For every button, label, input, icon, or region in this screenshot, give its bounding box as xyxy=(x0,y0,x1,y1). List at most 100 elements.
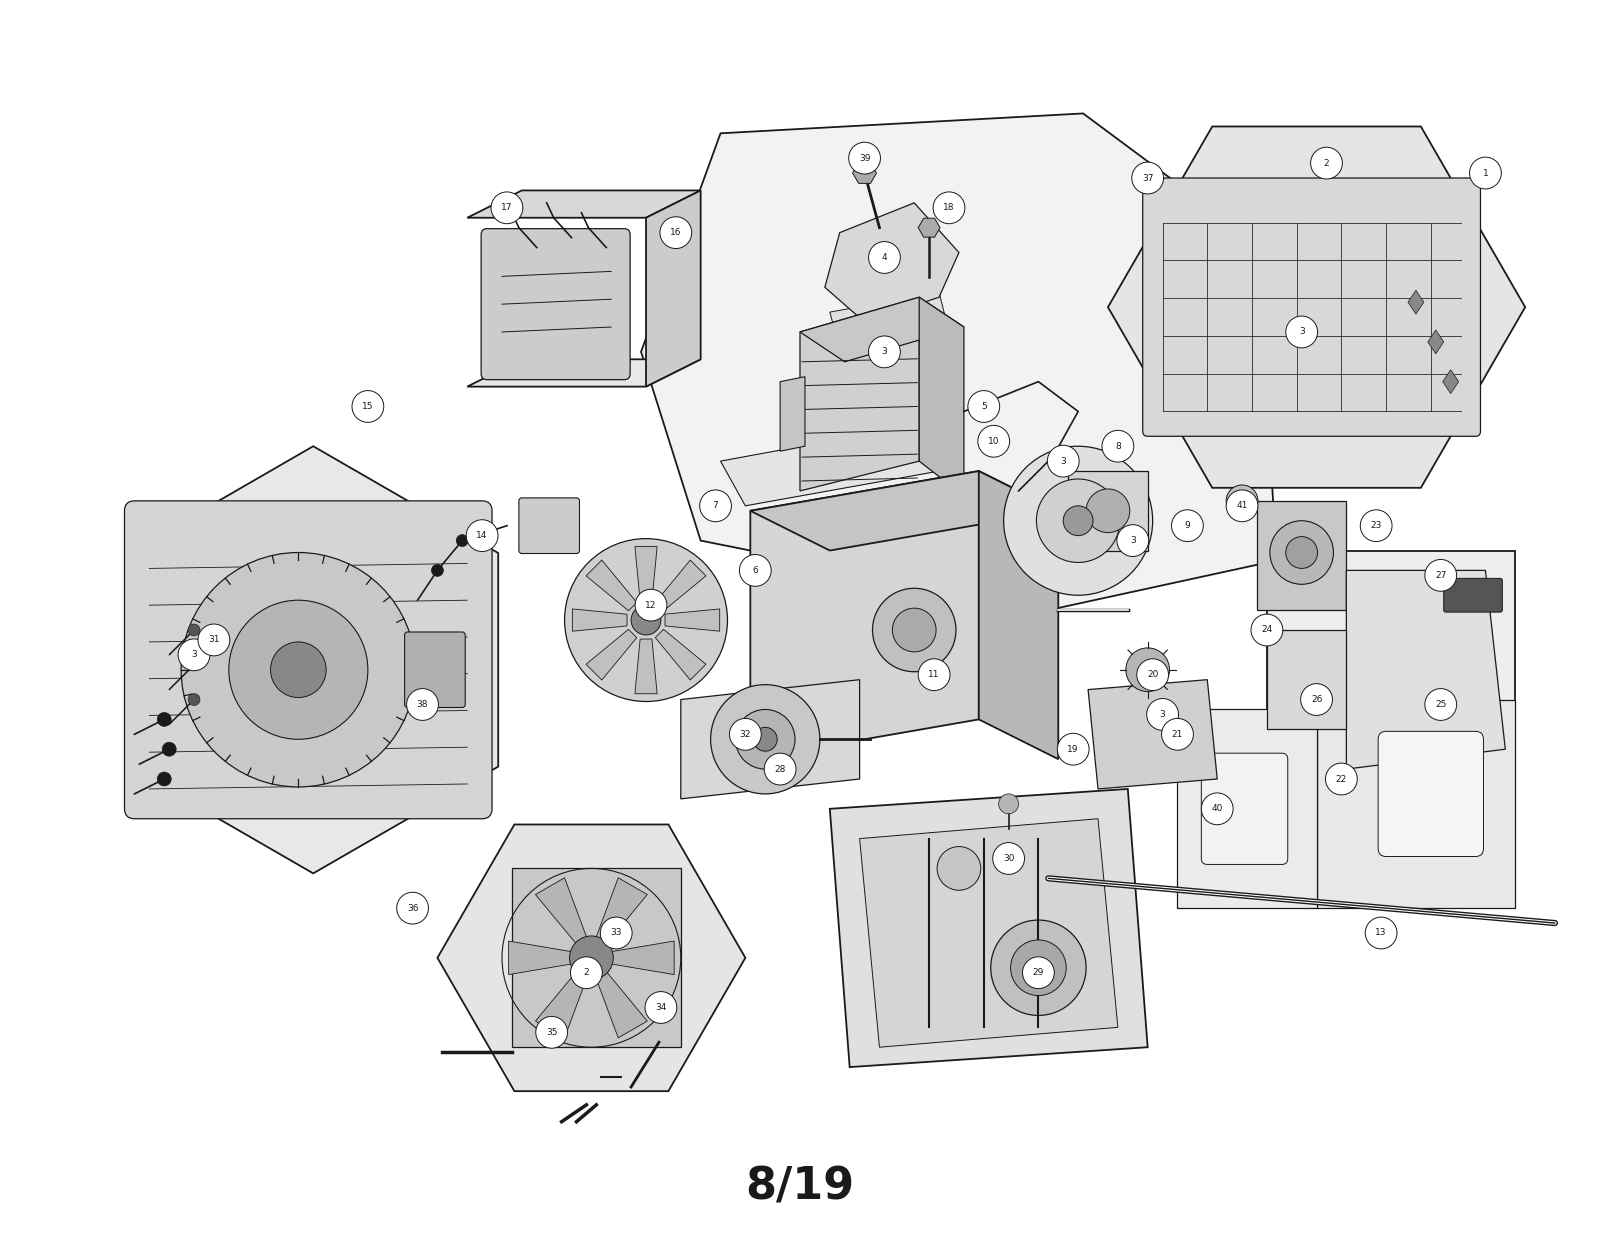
Text: 36: 36 xyxy=(406,903,418,912)
Circle shape xyxy=(466,519,498,552)
Circle shape xyxy=(765,753,797,785)
Text: 3: 3 xyxy=(1130,536,1136,546)
Circle shape xyxy=(1426,559,1456,591)
Circle shape xyxy=(270,641,326,698)
Circle shape xyxy=(736,709,795,769)
Text: 20: 20 xyxy=(1147,670,1158,679)
FancyBboxPatch shape xyxy=(1142,178,1480,436)
Circle shape xyxy=(1251,614,1283,646)
Circle shape xyxy=(352,391,384,422)
Polygon shape xyxy=(635,547,658,601)
Circle shape xyxy=(1171,510,1203,542)
Circle shape xyxy=(848,142,880,174)
Circle shape xyxy=(1147,698,1179,731)
Text: 30: 30 xyxy=(1003,854,1014,863)
Polygon shape xyxy=(1267,630,1346,730)
Text: 18: 18 xyxy=(944,203,955,213)
Circle shape xyxy=(406,689,438,721)
Polygon shape xyxy=(918,218,941,237)
Polygon shape xyxy=(800,297,963,362)
Polygon shape xyxy=(1346,571,1506,769)
Polygon shape xyxy=(1088,679,1218,789)
FancyBboxPatch shape xyxy=(405,633,466,707)
Text: 29: 29 xyxy=(1032,968,1045,978)
Polygon shape xyxy=(437,824,746,1091)
Circle shape xyxy=(630,605,661,635)
Text: 25: 25 xyxy=(1435,701,1446,709)
Polygon shape xyxy=(586,629,637,680)
Circle shape xyxy=(1136,659,1168,690)
Circle shape xyxy=(1202,793,1234,825)
Text: 3: 3 xyxy=(1160,709,1165,719)
Text: 5: 5 xyxy=(981,402,987,411)
Text: 2: 2 xyxy=(1323,159,1330,168)
Circle shape xyxy=(645,992,677,1023)
Circle shape xyxy=(157,712,171,726)
Polygon shape xyxy=(826,203,958,323)
Polygon shape xyxy=(680,679,859,799)
Text: 40: 40 xyxy=(1211,804,1222,813)
Circle shape xyxy=(1048,445,1078,478)
Circle shape xyxy=(491,192,523,224)
Text: 8: 8 xyxy=(1115,442,1120,451)
Circle shape xyxy=(1058,733,1090,765)
Polygon shape xyxy=(859,819,1118,1047)
Circle shape xyxy=(1226,490,1258,522)
Polygon shape xyxy=(536,878,590,950)
Circle shape xyxy=(1469,158,1501,189)
Circle shape xyxy=(162,742,176,756)
Circle shape xyxy=(710,684,819,794)
FancyBboxPatch shape xyxy=(518,498,579,553)
Text: 1: 1 xyxy=(1483,169,1488,178)
Circle shape xyxy=(1011,940,1066,995)
Text: 32: 32 xyxy=(739,730,750,738)
Polygon shape xyxy=(1427,330,1443,354)
Polygon shape xyxy=(594,965,648,1038)
Circle shape xyxy=(397,892,429,924)
Text: 3: 3 xyxy=(1299,328,1304,336)
Polygon shape xyxy=(920,297,963,496)
Text: 19: 19 xyxy=(1067,745,1078,753)
Circle shape xyxy=(1022,956,1054,989)
Circle shape xyxy=(699,490,731,522)
Text: 2: 2 xyxy=(584,968,589,978)
Circle shape xyxy=(978,426,1010,457)
Text: 4: 4 xyxy=(882,253,888,262)
Text: 37: 37 xyxy=(1142,174,1154,183)
Circle shape xyxy=(456,534,469,547)
Circle shape xyxy=(1270,520,1333,585)
Circle shape xyxy=(157,772,171,786)
Text: 38: 38 xyxy=(416,701,429,709)
Polygon shape xyxy=(979,471,1058,759)
Polygon shape xyxy=(512,868,680,1047)
Polygon shape xyxy=(800,297,920,491)
Polygon shape xyxy=(586,561,637,611)
Circle shape xyxy=(893,609,936,651)
Circle shape xyxy=(198,624,230,655)
Circle shape xyxy=(1003,446,1152,595)
Circle shape xyxy=(739,554,771,586)
Circle shape xyxy=(229,600,368,740)
Circle shape xyxy=(189,659,200,670)
Polygon shape xyxy=(1069,471,1147,551)
FancyBboxPatch shape xyxy=(1202,753,1288,864)
Text: 41: 41 xyxy=(1237,501,1248,510)
Polygon shape xyxy=(642,113,1277,610)
Text: 3: 3 xyxy=(190,650,197,659)
Circle shape xyxy=(1126,648,1170,692)
Circle shape xyxy=(1117,524,1149,557)
Circle shape xyxy=(536,1017,568,1048)
Polygon shape xyxy=(646,190,701,387)
Circle shape xyxy=(1037,479,1120,562)
Circle shape xyxy=(181,553,416,788)
Polygon shape xyxy=(1317,699,1515,908)
Polygon shape xyxy=(573,609,627,631)
Circle shape xyxy=(990,920,1086,1016)
Circle shape xyxy=(1426,689,1456,721)
Circle shape xyxy=(1365,917,1397,949)
Circle shape xyxy=(1064,505,1093,536)
Text: 10: 10 xyxy=(987,437,1000,446)
Text: 39: 39 xyxy=(859,154,870,163)
Text: 15: 15 xyxy=(362,402,374,411)
Polygon shape xyxy=(830,292,954,367)
